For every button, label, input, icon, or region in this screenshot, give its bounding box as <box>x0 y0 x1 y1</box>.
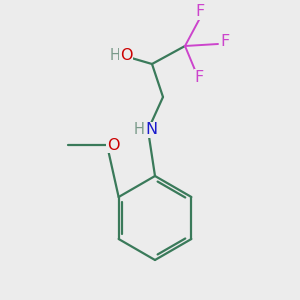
Text: O: O <box>107 137 119 152</box>
Text: H: H <box>110 47 120 62</box>
Text: H: H <box>134 122 144 137</box>
Text: F: F <box>195 4 205 20</box>
Text: F: F <box>194 70 204 85</box>
Text: F: F <box>220 34 230 50</box>
Text: N: N <box>145 122 157 137</box>
Text: O: O <box>120 47 132 62</box>
